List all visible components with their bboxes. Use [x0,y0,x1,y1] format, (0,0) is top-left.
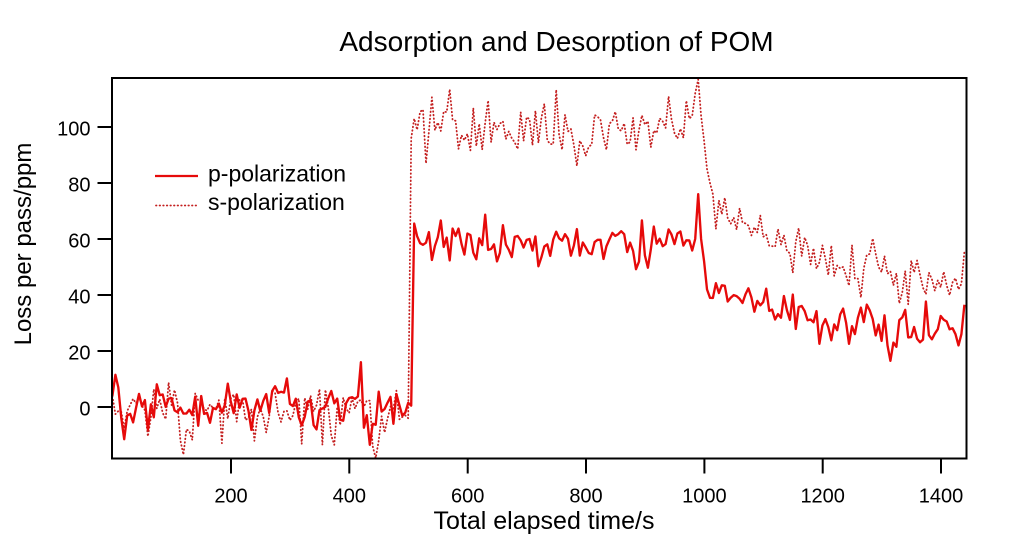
svg-text:400: 400 [333,486,366,508]
svg-text:1200: 1200 [800,486,845,508]
svg-text:Total elapsed time/s: Total elapsed time/s [434,507,655,535]
svg-text:Loss per pass/ppm: Loss per pass/ppm [10,143,37,346]
svg-text:1400: 1400 [919,486,964,508]
svg-text:s-polarization: s-polarization [208,189,345,215]
svg-text:p-polarization: p-polarization [208,161,346,187]
svg-text:1000: 1000 [682,486,727,508]
svg-text:40: 40 [68,287,90,309]
svg-text:100: 100 [57,119,90,141]
svg-text:600: 600 [451,486,484,508]
svg-text:0: 0 [79,399,90,421]
svg-text:200: 200 [214,486,247,508]
svg-text:80: 80 [68,175,90,197]
svg-text:20: 20 [68,343,90,365]
svg-text:60: 60 [68,231,90,253]
svg-text:Adsorption and Desorption of P: Adsorption and Desorption of POM [339,26,773,57]
svg-text:800: 800 [569,486,602,508]
